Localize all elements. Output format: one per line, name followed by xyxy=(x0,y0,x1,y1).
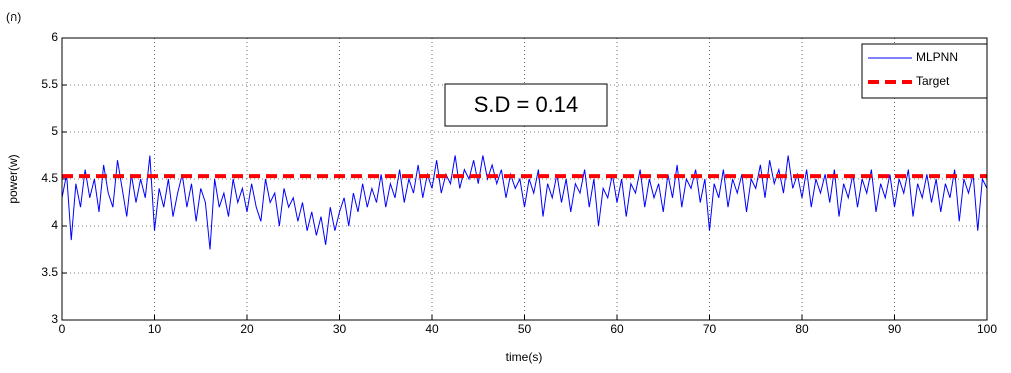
y-tick-label: 5.5 xyxy=(41,77,58,91)
legend-box xyxy=(861,43,988,99)
x-tick-label: 70 xyxy=(703,322,717,336)
y-tick-label: 4.5 xyxy=(41,171,58,185)
x-tick-label: 20 xyxy=(240,322,254,336)
annotation-box xyxy=(444,83,608,127)
y-tick-label: 4 xyxy=(51,218,58,232)
x-tick-label: 60 xyxy=(610,322,624,336)
x-tick-label: 90 xyxy=(888,322,902,336)
legend-label: Target xyxy=(916,74,950,88)
y-axis-label: power(w) xyxy=(6,154,20,203)
x-tick-label: 0 xyxy=(59,322,66,336)
x-tick-label: 30 xyxy=(333,322,347,336)
y-tick-label: 6 xyxy=(51,30,58,44)
plot-frame xyxy=(61,37,988,321)
annotation: S.D = 0.14 xyxy=(474,92,579,117)
x-tick-label: 80 xyxy=(795,322,809,336)
panel-label: (ก) xyxy=(6,10,21,24)
legend-label: MLPNN xyxy=(916,50,958,64)
y-tick-label: 3.5 xyxy=(41,265,58,279)
x-tick-label: 10 xyxy=(148,322,162,336)
y-tick-label: 5 xyxy=(51,124,58,138)
series-line xyxy=(61,155,988,250)
x-tick-label: 50 xyxy=(518,322,532,336)
x-tick-label: 100 xyxy=(977,322,997,336)
x-tick-label: 40 xyxy=(425,322,439,336)
x-axis-label: time(s) xyxy=(506,350,543,364)
y-tick-label: 3 xyxy=(51,312,58,326)
